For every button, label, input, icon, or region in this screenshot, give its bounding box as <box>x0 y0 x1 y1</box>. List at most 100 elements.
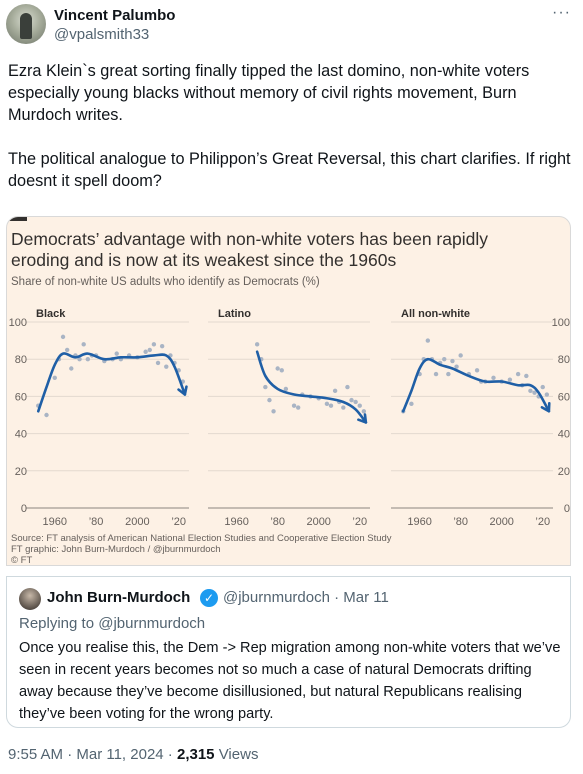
tweet-header: Vincent Palumbo @vpalsmith33 ··· <box>0 0 583 48</box>
y-tick-label: 40 <box>558 429 570 441</box>
data-point <box>143 349 148 354</box>
quote-avatar[interactable] <box>19 588 41 610</box>
data-point <box>52 375 57 380</box>
author-handle[interactable]: @vpalsmith33 <box>54 26 150 43</box>
chart-copyright: © FT <box>11 555 33 566</box>
data-point <box>283 386 289 392</box>
quote-author-name[interactable]: John Burn-Murdoch <box>47 589 191 606</box>
x-tick-label: ’20 <box>352 516 367 528</box>
data-point <box>267 397 272 403</box>
y-tick-label: 100 <box>552 317 570 329</box>
chart-image[interactable]: Democrats’ advantage with non-white vote… <box>6 216 571 566</box>
quote-text: Once you realise this, the Dem -> Rep mi… <box>19 640 561 722</box>
data-point <box>275 366 280 371</box>
verified-badge-icon: ✓ <box>200 589 218 607</box>
chart-source: Source: FT analysis of American National… <box>11 533 392 544</box>
data-point <box>64 347 70 353</box>
y-tick-label: 100 <box>9 317 27 329</box>
avatar-figure <box>20 13 32 39</box>
data-point <box>44 412 49 418</box>
data-point <box>532 390 537 395</box>
x-tick-label: ’20 <box>535 516 550 528</box>
data-point <box>515 371 521 377</box>
data-point <box>528 388 533 394</box>
data-point <box>442 357 447 362</box>
data-point <box>345 384 350 390</box>
data-point <box>279 368 284 373</box>
panel-title: All non-white <box>401 308 470 320</box>
data-point <box>254 342 260 347</box>
data-point <box>263 384 268 390</box>
trend-line <box>36 352 187 413</box>
panel-title: Black <box>36 308 66 320</box>
timestamp[interactable]: 9:55 AM · Mar 11, 2024 · <box>8 746 177 763</box>
data-point <box>114 351 119 356</box>
data-point <box>271 409 276 414</box>
x-tick-label: ’80 <box>270 516 285 528</box>
y-tick-label: 60 <box>15 391 27 403</box>
data-point <box>147 347 152 353</box>
x-tick-label: 2000 <box>306 516 330 528</box>
data-point <box>446 371 451 377</box>
tweet-paragraph: Ezra Klein`s great sorting finally tippe… <box>8 62 530 124</box>
views-label: Views <box>214 746 259 763</box>
trend-arrowhead <box>177 385 188 396</box>
more-horizontal-icon[interactable]: ··· <box>552 4 571 21</box>
data-point <box>295 405 301 410</box>
ft-bar <box>7 217 27 221</box>
data-point <box>433 371 439 377</box>
data-point <box>474 368 480 373</box>
data-point <box>353 399 358 405</box>
y-tick-label: 20 <box>15 466 27 478</box>
data-point <box>77 357 82 362</box>
x-tick-label: 2000 <box>125 516 149 528</box>
data-point <box>81 342 86 347</box>
data-point <box>85 357 91 362</box>
trend-line <box>401 357 551 413</box>
data-point <box>357 403 362 408</box>
data-point <box>69 366 74 371</box>
data-point <box>324 401 330 407</box>
trend-arrowhead <box>357 413 368 424</box>
quote-reply-to: Replying to @jburnmurdoch <box>19 615 206 632</box>
chart-svg: 0 20 40 60 80 100 1960 ’80 2000 ’20 Black 1960 ’80 20… <box>9 308 570 528</box>
x-tick-label: 2000 <box>489 516 513 528</box>
data-point <box>151 342 157 347</box>
y-tick-label: 80 <box>15 354 27 366</box>
x-tick-label: 1960 <box>224 516 248 528</box>
data-point <box>341 405 346 410</box>
trend-arrowhead <box>540 401 551 413</box>
data-point <box>164 364 169 369</box>
y-tick-label: 0 <box>21 503 27 515</box>
data-point <box>349 397 354 403</box>
x-tick-label: 1960 <box>43 516 67 528</box>
y-tick-label: 80 <box>558 354 570 366</box>
data-point <box>409 401 414 407</box>
x-tick-label: 1960 <box>407 516 431 528</box>
x-tick-label: ’20 <box>171 516 186 528</box>
data-point <box>491 375 496 380</box>
avatar[interactable] <box>6 4 46 44</box>
data-point <box>332 388 338 394</box>
data-point <box>544 392 550 397</box>
data-point <box>155 360 161 366</box>
tweet-paragraph: The political analogue to Philippon’s Gr… <box>8 150 571 190</box>
chart-subtitle: Share of non-white US adults who identif… <box>11 276 320 288</box>
quote-handle-date[interactable]: @jburnmurdoch · Mar 11 <box>223 589 389 606</box>
data-point <box>450 358 455 364</box>
data-point <box>524 373 529 379</box>
author-name[interactable]: Vincent Palumbo <box>54 7 176 24</box>
x-tick-label: ’80 <box>89 516 104 528</box>
quoted-tweet[interactable]: John Burn-Murdoch ✓ @jburnmurdoch · Mar … <box>6 576 571 728</box>
data-point <box>454 364 459 369</box>
tweet-text: Ezra Klein`s great sorting finally tippe… <box>8 60 578 214</box>
x-tick-label: ’80 <box>453 516 468 528</box>
panel-title: Latino <box>218 308 251 320</box>
y-tick-label: 0 <box>564 503 570 515</box>
data-point <box>60 334 66 340</box>
y-tick-label: 40 <box>15 429 27 441</box>
data-point <box>159 343 165 349</box>
tweet-footer: 9:55 AM · Mar 11, 2024 · 2,315 Views <box>8 746 258 763</box>
data-point <box>507 377 513 382</box>
